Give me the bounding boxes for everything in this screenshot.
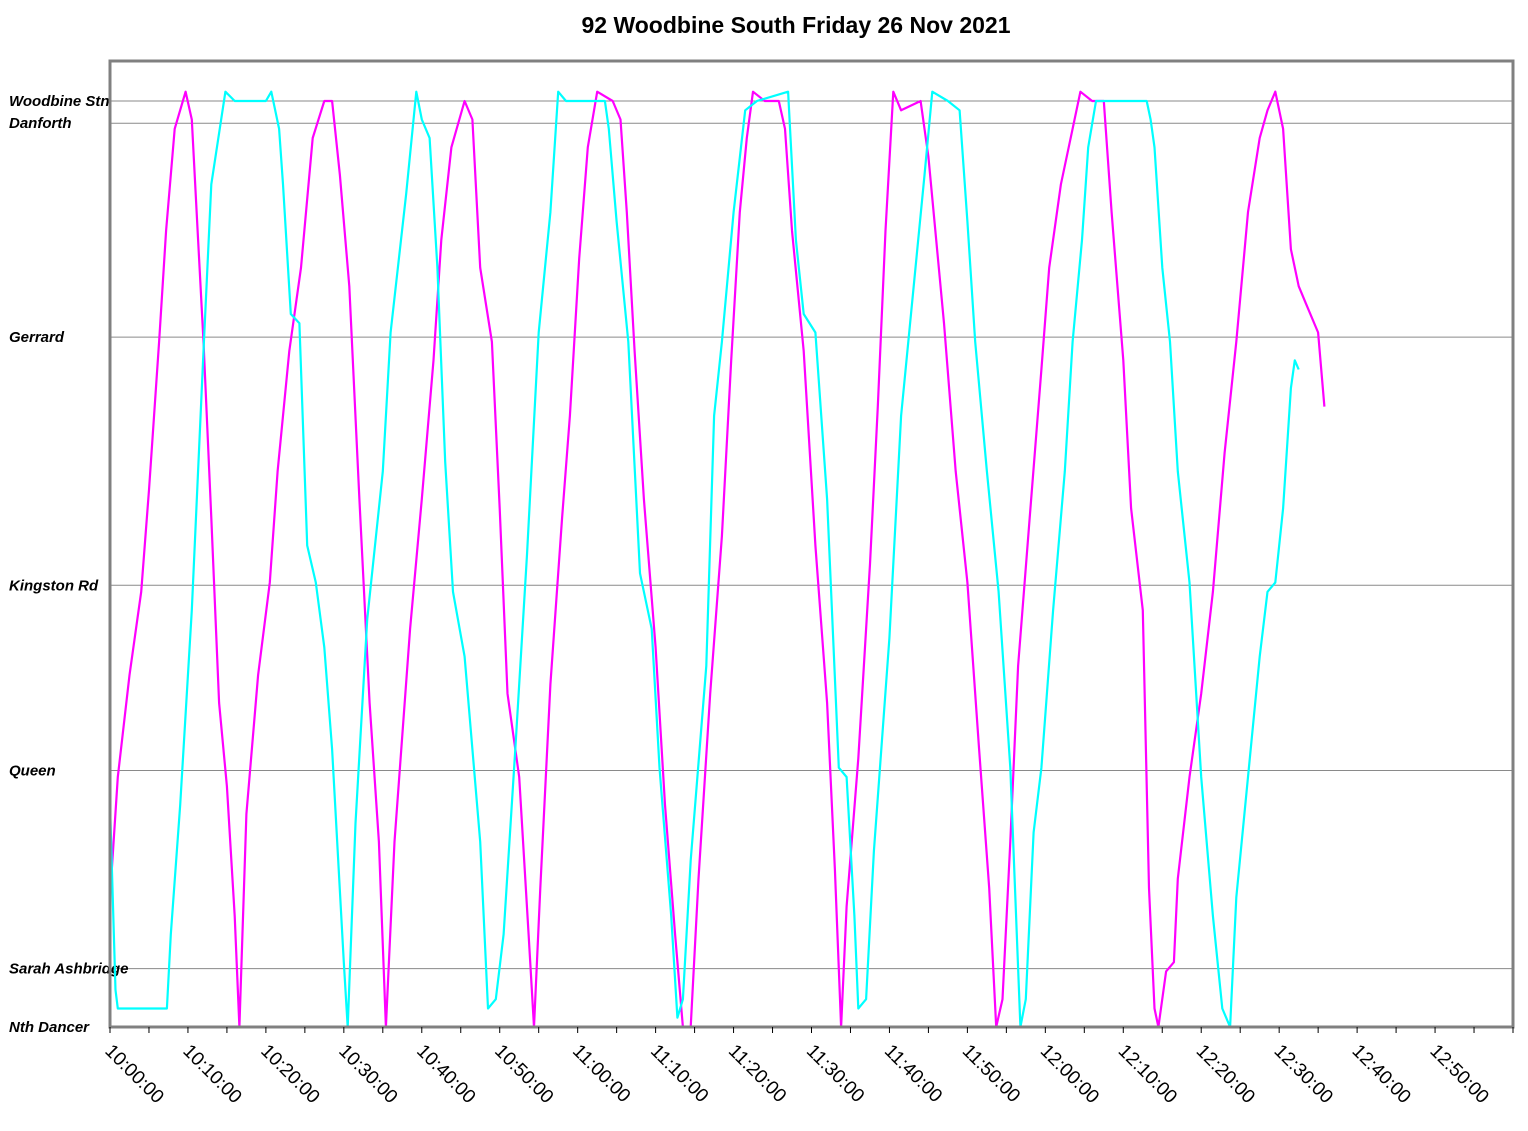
x-ticks — [109, 1027, 1514, 1033]
chart-title: 92 Woodbine South Friday 26 Nov 2021 — [581, 12, 1011, 38]
x-tick-label: 11:40:00 — [880, 1041, 946, 1107]
x-tick-label: 11:30:00 — [802, 1041, 868, 1107]
gridlines — [110, 100, 1513, 970]
stop-label: Nth Dancer — [9, 1019, 90, 1036]
stop-label: Kingston Rd — [9, 577, 99, 594]
x-tick-label: 10:40:00 — [412, 1041, 479, 1108]
stop-label: Gerrard — [9, 329, 65, 346]
x-tick-label: 10:30:00 — [334, 1041, 401, 1108]
plot-frame — [108, 59, 1515, 1029]
x-tick-label: 11:10:00 — [646, 1041, 712, 1107]
x-tick-labels: 10:00:00 10:10:00 10:20:00 10:30:00 10:40:00… — [100, 1041, 1492, 1108]
stop-label: Danforth — [9, 115, 72, 132]
x-tick-label: 10:50:00 — [490, 1041, 557, 1108]
x-tick-label: 12:30:00 — [1270, 1041, 1337, 1108]
x-tick-label: 10:10:00 — [178, 1041, 245, 1108]
x-tick-label: 12:00:00 — [1036, 1041, 1103, 1108]
x-tick-label: 12:20:00 — [1192, 1041, 1259, 1108]
x-tick-label: 11:00:00 — [568, 1041, 634, 1107]
stop-label: Queen — [9, 762, 56, 779]
x-tick-label: 12:50:00 — [1426, 1041, 1493, 1108]
x-tick-label: 12:40:00 — [1348, 1041, 1415, 1108]
x-tick-label: 10:20:00 — [256, 1041, 323, 1108]
x-tick-label: 10:00:00 — [100, 1041, 167, 1108]
stop-label: Woodbine Stn — [9, 93, 110, 110]
x-tick-label: 11:20:00 — [724, 1041, 790, 1107]
stop-label: Sarah Ashbridge — [9, 961, 128, 978]
x-tick-label: 12:10:00 — [1114, 1041, 1181, 1108]
series-layer — [108, 90, 1326, 1029]
x-tick-label: 11:50:00 — [958, 1041, 1024, 1107]
stop-labels: Woodbine Stn Danforth Gerrard Kingston Rd Qu… — [9, 93, 128, 1036]
series-line-2 — [108, 90, 1300, 1029]
series-line-1 — [108, 90, 1326, 1029]
